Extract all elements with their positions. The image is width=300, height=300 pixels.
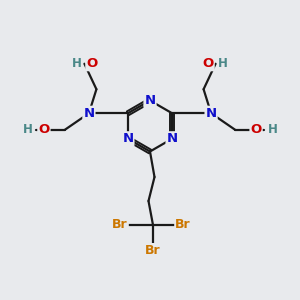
Text: H: H — [268, 123, 278, 136]
Text: H: H — [22, 123, 32, 136]
Text: O: O — [86, 57, 98, 70]
Text: H: H — [72, 57, 82, 70]
Text: Br: Br — [112, 218, 128, 232]
Text: N: N — [206, 107, 217, 120]
Text: O: O — [250, 123, 262, 136]
Text: O: O — [202, 57, 214, 70]
Text: H: H — [218, 57, 228, 70]
Text: N: N — [83, 107, 94, 120]
Text: N: N — [167, 132, 178, 145]
Text: Br: Br — [145, 244, 161, 257]
Text: Br: Br — [175, 218, 191, 232]
Text: N: N — [122, 132, 134, 145]
Text: O: O — [38, 123, 50, 136]
Text: N: N — [144, 94, 156, 107]
